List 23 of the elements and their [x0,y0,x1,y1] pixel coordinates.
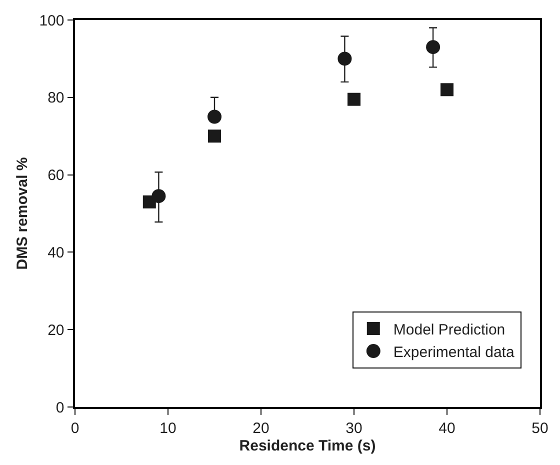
y-tick-label: 0 [56,399,64,416]
point [348,92,360,106]
point [440,83,454,96]
x-tick-label: 0 [70,420,80,437]
x-tick-label: 30 [346,420,362,437]
x-tick-label: 20 [252,420,270,437]
x-tick-label: 40 [438,420,456,437]
y-tick-label: 60 [48,167,64,184]
legend-label: Experimental data [393,344,515,361]
y-tick-label: 40 [48,244,64,262]
legend-label: Model Prediction [393,321,506,338]
x-axis-title: Residence Time (s) [239,437,376,454]
x-tick-label: 50 [532,420,548,437]
y-tick-label: 100 [39,12,64,30]
point [152,189,166,204]
x-tick-label: 10 [160,420,176,437]
y-axis-title: DMS removal % [14,157,31,270]
point [426,40,440,54]
point [208,110,222,124]
point [338,52,352,66]
point [208,130,221,143]
y-tick-label: 80 [48,90,64,107]
y-tick-label: 20 [48,322,64,339]
